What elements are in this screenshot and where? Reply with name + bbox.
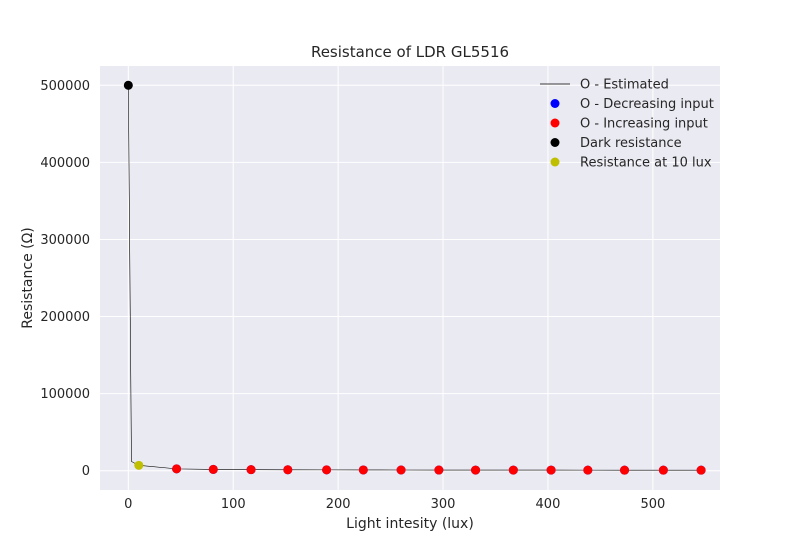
data-point xyxy=(471,465,481,475)
y-tick-label: 0 xyxy=(82,464,90,479)
series xyxy=(123,80,706,475)
data-point xyxy=(546,465,556,475)
y-tick-label: 100000 xyxy=(40,387,90,402)
data-point xyxy=(396,465,406,475)
estimated-line xyxy=(128,85,702,471)
x-tick-label: 200 xyxy=(326,497,351,512)
legend-marker-swatch xyxy=(550,157,560,167)
x-axis-label: Light intesity (lux) xyxy=(346,516,474,532)
x-tick-label: 300 xyxy=(431,497,456,512)
data-point xyxy=(620,465,630,475)
data-point xyxy=(322,465,332,475)
legend-marker-swatch xyxy=(550,99,560,108)
data-point xyxy=(696,465,706,475)
grid xyxy=(100,66,720,490)
chart-title: Resistance of LDR GL5516 xyxy=(311,43,509,61)
data-point xyxy=(134,460,144,470)
data-point xyxy=(123,80,133,90)
data-point xyxy=(358,465,368,475)
legend-label: Dark resistance xyxy=(580,136,682,151)
x-tick-label: 100 xyxy=(221,497,246,512)
legend-marker-swatch xyxy=(550,118,560,128)
legend-label: O - Estimated xyxy=(580,78,669,93)
legend-label: O - Decreasing input xyxy=(580,97,714,112)
y-tick-label: 200000 xyxy=(40,310,90,325)
legend-marker-swatch xyxy=(550,138,560,147)
y-axis-label: Resistance (Ω) xyxy=(20,227,36,329)
y-tick-label: 300000 xyxy=(40,233,90,248)
data-point xyxy=(658,465,668,475)
data-point xyxy=(208,464,218,474)
tick-labels: 0 100 200 300 400 500 0 100000 200000 300000 40000… xyxy=(40,79,665,512)
legend: O - Estimated O - Decreasing input O - Inc… xyxy=(540,78,714,171)
x-tick-label: 500 xyxy=(640,497,665,512)
x-tick-label: 400 xyxy=(536,497,561,512)
x-tick-label: 0 xyxy=(124,497,132,512)
y-tick-label: 400000 xyxy=(40,156,90,171)
legend-label: O - Increasing input xyxy=(580,117,708,132)
y-tick-label: 500000 xyxy=(40,79,90,94)
data-point xyxy=(172,464,182,474)
data-point xyxy=(246,465,256,475)
plot-area xyxy=(100,66,720,490)
data-point xyxy=(283,465,293,475)
data-point xyxy=(434,465,444,475)
data-point xyxy=(508,465,518,475)
legend-label: Resistance at 10 lux xyxy=(580,156,712,171)
data-point xyxy=(583,465,593,475)
